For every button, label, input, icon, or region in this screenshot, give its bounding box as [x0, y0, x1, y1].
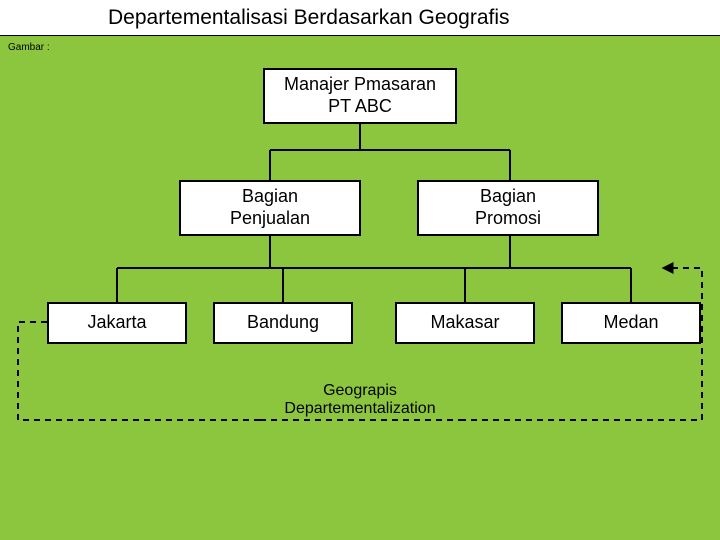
node-bandung: Bandung [213, 302, 353, 344]
page-title: Departementalisasi Berdasarkan Geografis [108, 6, 510, 30]
node-jakarta: Jakarta [47, 302, 187, 344]
node-makasar: Makasar [395, 302, 535, 344]
caption: Geograpis Departementalization [260, 382, 460, 418]
gambar-label: Gambar : [8, 42, 50, 53]
node-bagian-penjualan: Bagian Penjualan [179, 180, 361, 236]
node-medan: Medan [561, 302, 701, 344]
title-bar: Departementalisasi Berdasarkan Geografis [0, 0, 720, 36]
node-root: Manajer Pmasaran PT ABC [263, 68, 457, 124]
node-bagian-promosi: Bagian Promosi [417, 180, 599, 236]
